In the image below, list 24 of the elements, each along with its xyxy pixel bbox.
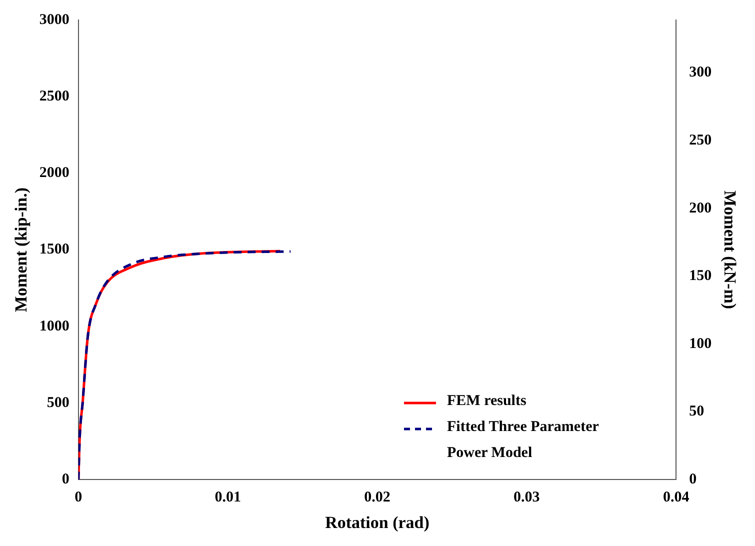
y2-tick-label: 200 [689,200,712,216]
y-tick-label: 2000 [39,165,70,182]
y2-tick-label: 50 [689,404,704,420]
y-tick-label: 1000 [39,318,70,334]
x-tick-label: 0.04 [662,489,690,506]
y-tick-label: 500 [46,394,70,411]
x-tick-label: 0.01 [214,489,241,506]
y2-tick-label: 300 [689,64,712,81]
legend-label: FEM results [447,392,528,411]
y2-tick-label: 250 [689,132,712,149]
y-axis-title: Moment (kip-in.) [12,187,31,312]
y2-tick-label: 0 [689,471,697,488]
y-tick-label: 2500 [39,88,70,104]
y2-axis-title: Moment (kN-m) [720,190,740,310]
y2-tick-label: 150 [689,268,712,284]
y2-tick-label: 100 [689,336,712,352]
legend-label: Fitted Three Parameter Power Model [447,418,600,463]
x-axis-title: Rotation (rad) [325,513,430,532]
y-tick-label: 1500 [39,242,70,258]
x-tick-label: 0.02 [364,489,390,506]
x-tick-label: 0.03 [514,489,540,506]
y-tick-label: 0 [62,471,70,488]
y-tick-label: 3000 [39,12,70,28]
x-tick-label: 0 [74,489,82,506]
